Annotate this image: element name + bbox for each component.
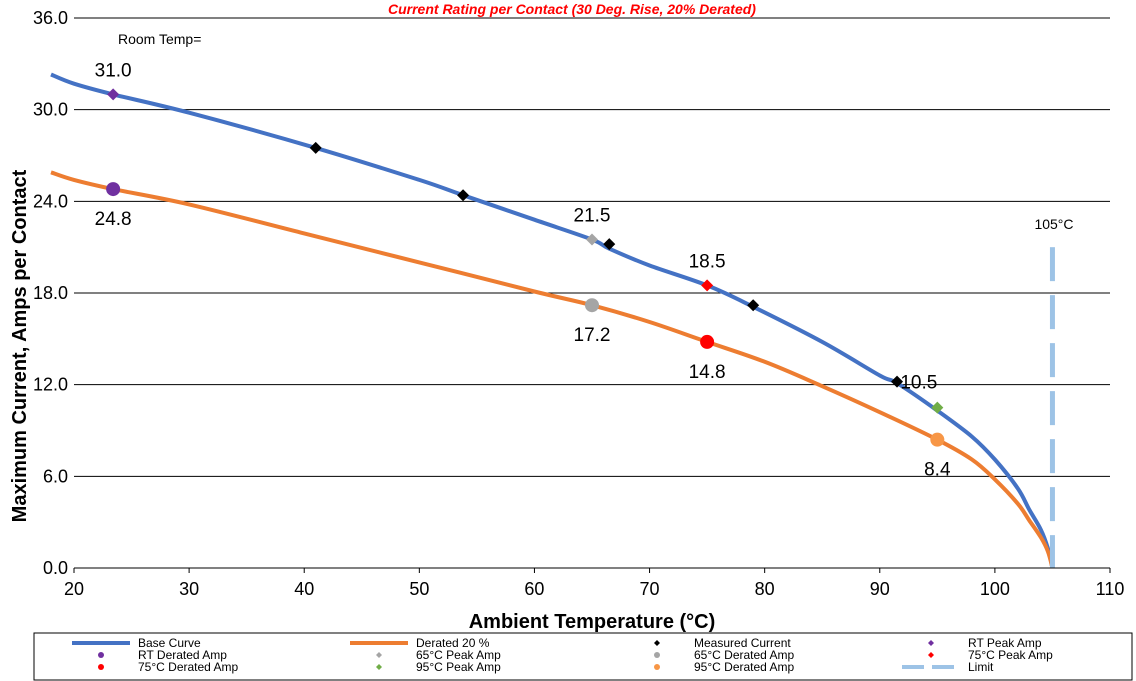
chart-title: Current Rating per Contact (30 Deg. Rise… — [388, 1, 756, 17]
data-point-65c-derated-amp-0 — [585, 298, 599, 313]
data-point-95c-peak-amp-0 — [931, 401, 944, 414]
legend-entry-rt-peak-amp: RT Peak Amp — [968, 636, 1042, 650]
data-point-measured-current-2 — [603, 238, 616, 251]
data-point-measured-current-4 — [891, 375, 904, 388]
x-tick-label-4: 60 — [524, 579, 544, 599]
legend-entry-95c-peak-amp: 95°C Peak Amp — [416, 660, 501, 674]
legend-swatch-95c-peak-amp — [376, 664, 382, 670]
legend-entry-measured-current: Measured Current — [694, 636, 791, 650]
grid-lines — [74, 17, 1110, 569]
legend-swatch-measured-current — [654, 640, 660, 646]
y-tick-label-1: 6.0 — [43, 466, 68, 486]
x-tick-label-6: 80 — [755, 579, 775, 599]
axes: 0.0 6.0 12.0 18.0 24.0 30.0 36.0 20 30 40 50 60 70 80… — [33, 8, 1124, 599]
data-label-rt-peak-amp-0: 31.0 — [95, 60, 132, 81]
legend-entry-95c-derated-amp: 95°C Derated Amp — [694, 660, 795, 674]
legend-entry-base-curve: Base Curve — [138, 636, 201, 650]
limit-label: 105°C — [1034, 216, 1073, 232]
data-label-75c-derated-amp-0: 14.8 — [689, 362, 726, 383]
legend-box — [33, 632, 1133, 681]
data-label-65c-peak-amp-0: 21.5 — [574, 206, 611, 227]
legend-entry-derated-20: Derated 20 % — [416, 636, 490, 650]
x-tick-label-2: 40 — [294, 579, 314, 599]
legend-swatch-75c-peak-amp — [928, 652, 934, 658]
data-labels: 31.0 24.8 21.5 17.2 18.5 14.8 10.5 8.4 — [95, 60, 951, 480]
data-label-65c-derated-amp-0: 17.2 — [574, 325, 611, 346]
series-line-base-curve — [50, 72, 1055, 569]
data-label-95c-derated-amp-0: 8.4 — [924, 460, 951, 481]
room-temp-label: Room Temp= — [118, 31, 201, 47]
series-curves — [50, 72, 1055, 569]
legend-swatch-rt-derated-amp — [98, 652, 104, 658]
x-tick-label-9: 110 — [1096, 579, 1125, 599]
x-tick-label-3: 50 — [409, 579, 429, 599]
y-tick-label-4: 24.0 — [33, 191, 68, 211]
data-point-75c-derated-amp-0 — [700, 334, 715, 349]
data-point-95c-derated-amp-0 — [930, 432, 945, 447]
legend-swatch-65c-peak-amp — [376, 652, 382, 658]
y-axis-title: Maximum Current, Amps per Contact — [9, 169, 31, 522]
series-markers — [106, 88, 945, 447]
y-tick-label-5: 30.0 — [33, 100, 68, 120]
x-tick-label-8: 100 — [980, 579, 1010, 599]
data-point-65c-peak-amp-0 — [586, 233, 598, 246]
legend-swatch-65c-derated-amp — [654, 652, 660, 658]
legend-swatch-95c-derated-amp — [654, 664, 660, 670]
series-line-derated-20 — [50, 170, 1055, 569]
x-tick-label-0: 20 — [64, 579, 84, 599]
x-tick-label-1: 30 — [179, 579, 199, 599]
y-tick-label-0: 0.0 — [43, 558, 68, 578]
legend-entry-limit: Limit — [968, 660, 994, 674]
data-label-rt-derated-amp-0: 24.8 — [95, 209, 132, 230]
data-point-measured-current-0 — [309, 141, 322, 154]
x-axis-title: Ambient Temperature (°C) — [469, 611, 716, 633]
x-tick-label-5: 70 — [640, 579, 660, 599]
data-point-measured-current-1 — [457, 189, 470, 202]
data-label-95c-peak-amp-0: 10.5 — [900, 373, 937, 394]
x-tick-label-7: 90 — [870, 579, 890, 599]
data-label-75c-peak-amp-0: 18.5 — [689, 251, 726, 272]
legend-entry-rt-derated-amp: RT Derated Amp — [138, 648, 227, 662]
legend-swatch-75c-derated-amp — [98, 664, 104, 670]
data-point-measured-current-3 — [747, 299, 760, 312]
data-point-75c-peak-amp-0 — [701, 279, 714, 292]
legend-entry-65c-peak-amp: 65°C Peak Amp — [416, 648, 501, 662]
data-point-rt-peak-amp-0 — [107, 88, 120, 101]
y-tick-label-2: 12.0 — [33, 375, 68, 395]
y-tick-label-3: 18.0 — [33, 283, 68, 303]
y-tick-label-6: 36.0 — [33, 8, 68, 28]
data-point-rt-derated-amp-0 — [106, 182, 121, 197]
legend-entry-75c-derated-amp: 75°C Derated Amp — [138, 660, 239, 674]
legend-entry-75c-peak-amp: 75°C Peak Amp — [968, 648, 1053, 662]
legend-entry-65c-derated-amp: 65°C Derated Amp — [694, 648, 795, 662]
legend: Base Curve Derated 20 % Measured Current RT… — [33, 632, 1133, 681]
legend-swatch-rt-peak-amp — [928, 640, 934, 646]
